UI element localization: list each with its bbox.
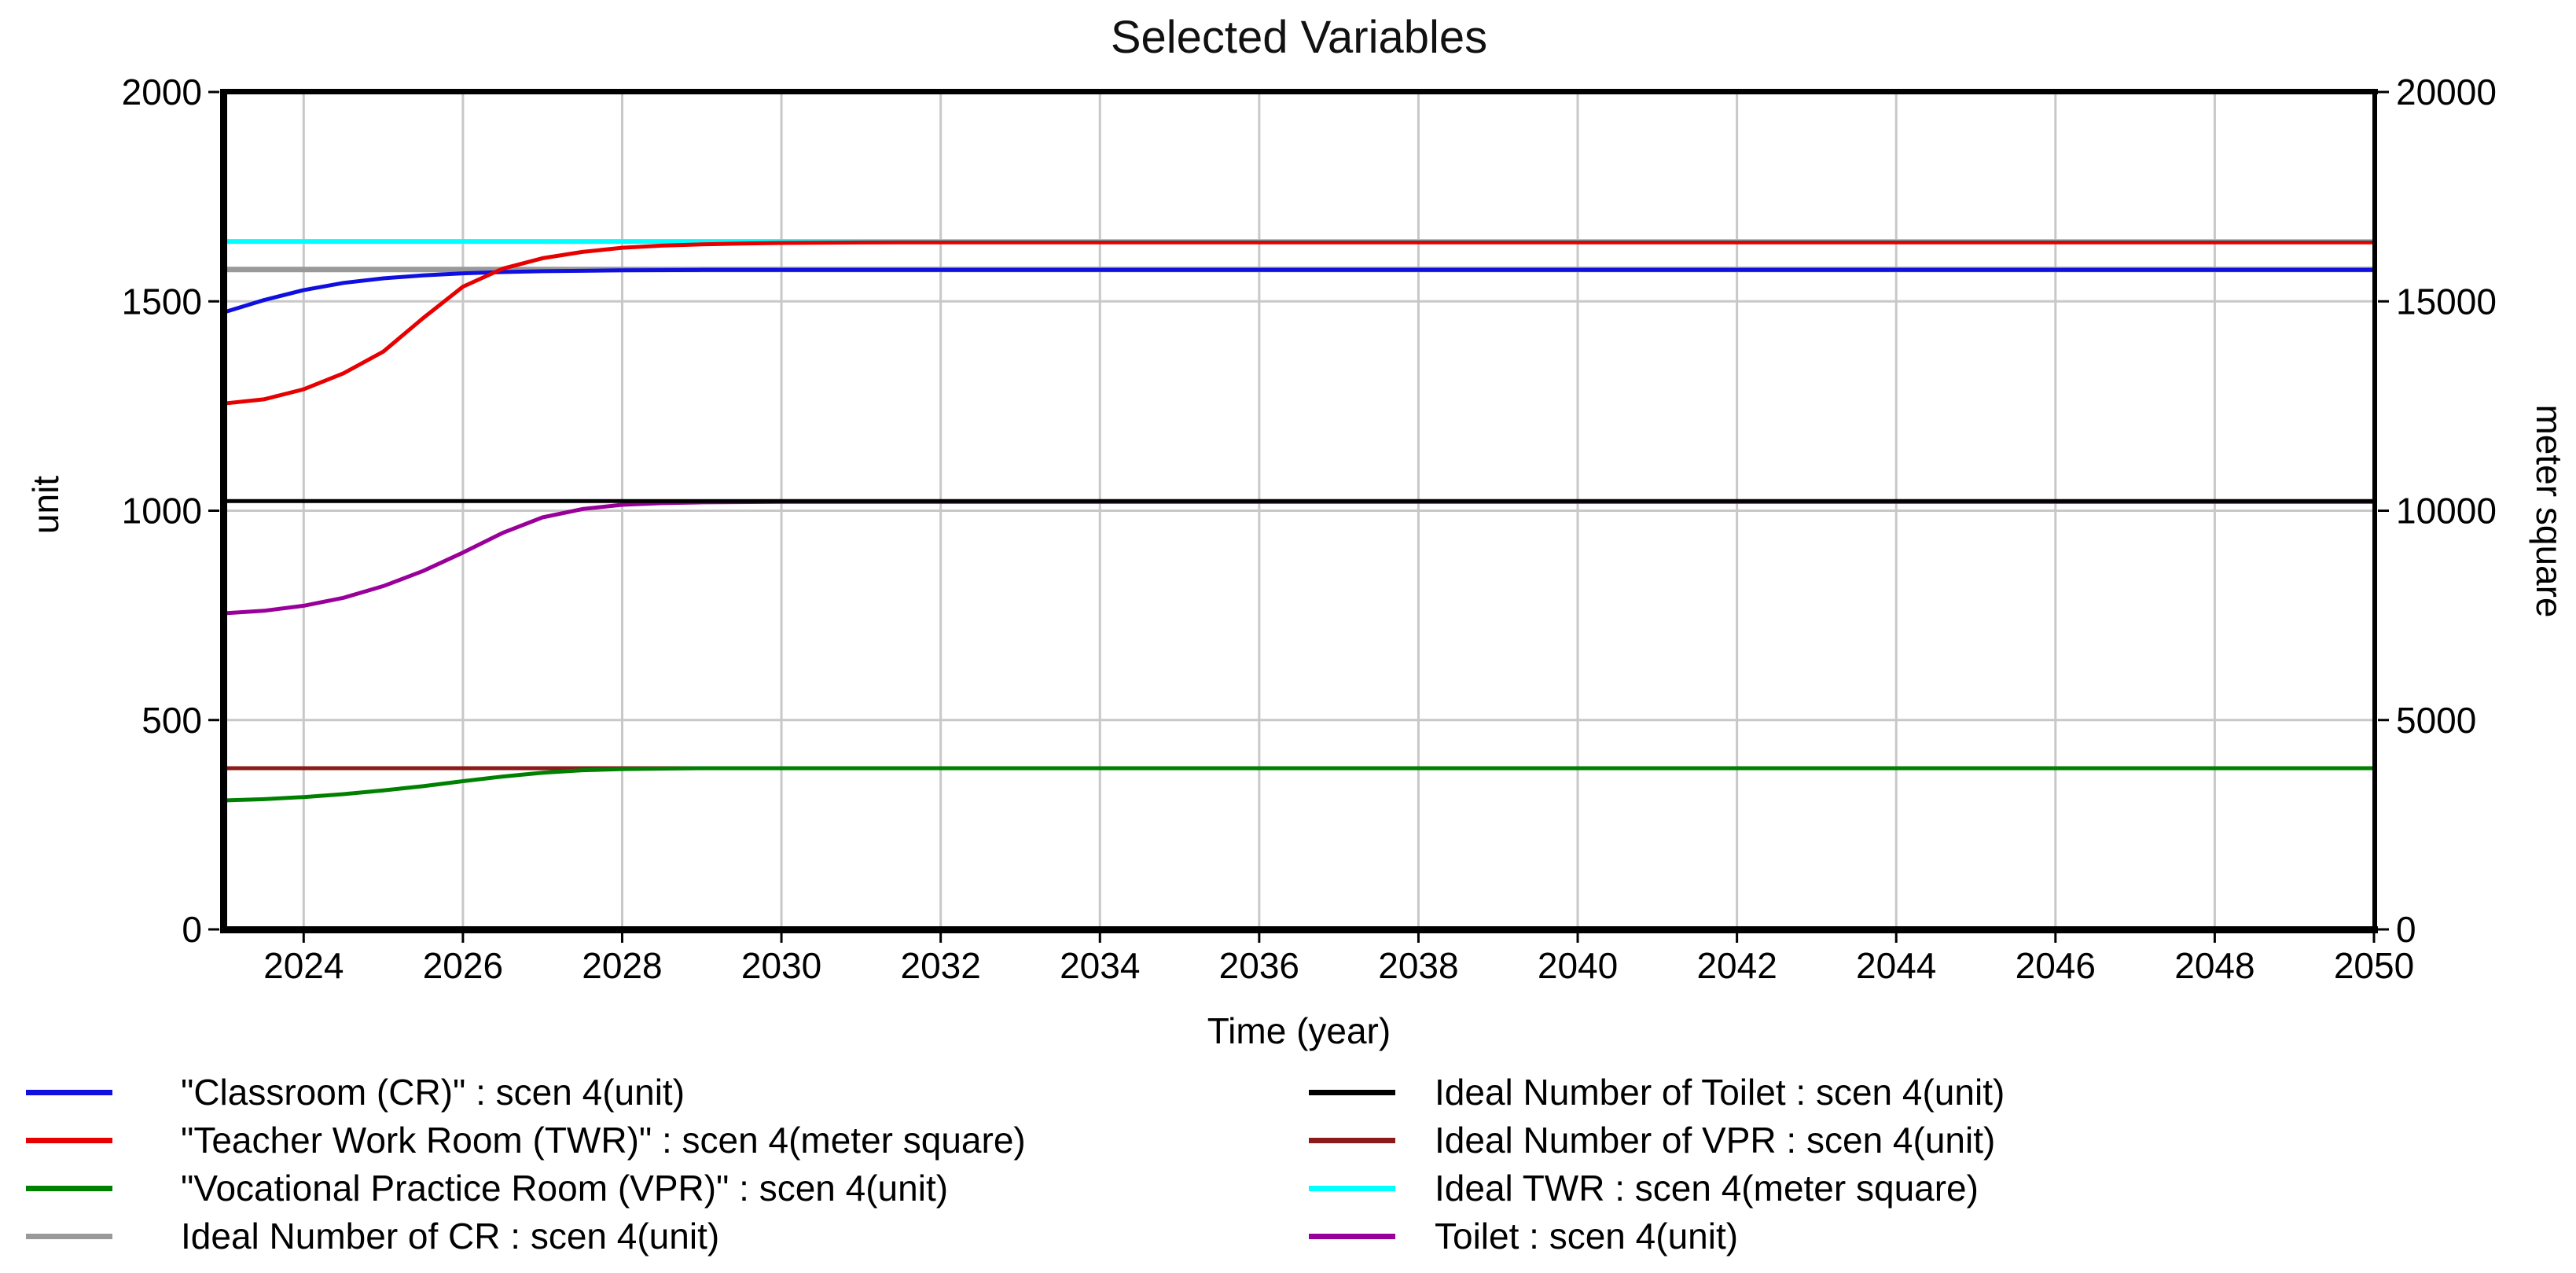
x-tick-label-2028: 2028: [582, 945, 662, 986]
y-left-tick-label-0: 0: [182, 909, 202, 950]
y-right-tick-label-10000: 10000: [2396, 491, 2497, 532]
series-line-classroom-cr-scen-4-unit: [223, 267, 2374, 315]
x-tick-label-2050: 2050: [2334, 945, 2414, 986]
axis-frame-right: [2372, 89, 2377, 933]
x-axis-title: Time (year): [1207, 1010, 1391, 1051]
x-tick-label-2038: 2038: [1378, 945, 1458, 986]
x-tick-label-2040: 2040: [1538, 945, 1618, 986]
x-tick-label-2042: 2042: [1696, 945, 1777, 986]
x-tick-label-2026: 2026: [423, 945, 503, 986]
y-left-tick-label-500: 500: [141, 700, 202, 741]
y-left-tick-label-1500: 1500: [122, 281, 202, 322]
series-line-toilet-scen-4-unit: [223, 499, 2374, 616]
series-line-teacher-work-room-twr-scen-4-meter-square: [223, 240, 2374, 406]
y-left-tick-label-2000: 2000: [122, 72, 202, 112]
y-right-tick-label-15000: 15000: [2396, 281, 2497, 322]
y-right-tick-label-20000: 20000: [2396, 72, 2497, 112]
x-tick-label-2032: 2032: [900, 945, 980, 986]
y-axis-left-title: unit: [25, 475, 66, 535]
x-tick-label-2030: 2030: [741, 945, 821, 986]
y-right-tick-label-0: 0: [2396, 909, 2416, 950]
chart-title: Selected Variables: [1110, 12, 1488, 63]
series-line-vocational-practice-room-vpr-scen-4-unit: [223, 766, 2374, 803]
x-tick-label-2048: 2048: [2174, 945, 2254, 986]
y-left-tick-label-1000: 1000: [122, 491, 202, 532]
axis-frame-bottom: [220, 926, 2378, 933]
y-right-tick-label-5000: 5000: [2396, 700, 2476, 741]
x-tick-label-2044: 2044: [1856, 945, 1936, 986]
x-tick-label-2036: 2036: [1219, 945, 1299, 986]
x-tick-label-2046: 2046: [2016, 945, 2096, 986]
axis-frame-top: [220, 89, 2378, 94]
x-tick-label-2034: 2034: [1060, 945, 1140, 986]
axis-frame-left: [220, 89, 227, 933]
y-axis-right-title: meter square: [2529, 404, 2570, 618]
x-tick-label-2024: 2024: [263, 945, 344, 986]
